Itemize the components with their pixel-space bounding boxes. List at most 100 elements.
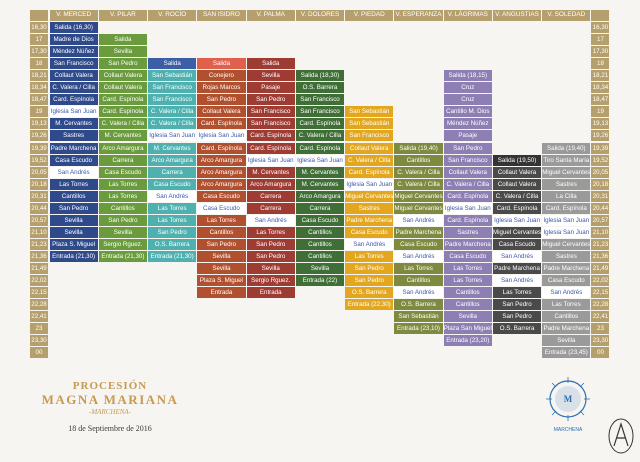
column-header: SAN ISIDRO [197,10,246,21]
time-label-left: 22,02 [30,275,48,287]
route-cell: Iglesia San Juan [492,214,542,226]
route-cell: Las Torres [197,214,246,226]
route-cell: Iglesia San Juan [295,154,345,166]
route-cell: San Pedro [197,238,246,250]
route-cell: Plaza S. Miguel [49,238,98,250]
route-cell: San Sebastián [394,311,443,323]
route-cell: Carrera [295,202,345,214]
route-cell: Entrada [246,287,295,299]
time-label-right: 20,44 [591,202,610,214]
time-label-right: 18,21 [591,70,610,82]
route-cell: Entrada (23,10) [394,323,443,335]
time-label-left: 20,57 [30,214,48,226]
time-label-right: 17,30 [591,46,610,58]
route-cell: San Francisco [345,130,394,142]
route-cell: Sevilla [98,226,148,238]
time-label-right: 18,47 [591,94,610,106]
time-label-left: 19,52 [30,154,48,166]
time-label-right: 20,57 [591,214,610,226]
time-label-right: 23 [591,323,610,335]
emblem-logo: M MARCHENA [540,375,596,437]
time-label-left: 18,47 [30,94,48,106]
route-cell: O.S. Barrera [345,287,394,299]
column-header: V. ROCÍO [148,10,197,21]
route-cell: C. Valera / Cilla [148,118,197,130]
time-label-left: 21,10 [30,226,48,238]
time-label-left: 21,23 [30,238,48,250]
route-cell: San Pedro [98,214,148,226]
route-cell: Card. Espínola [443,214,492,226]
route-cell: Casa Escudo [443,250,492,262]
route-cell: Sastres [49,130,98,142]
route-cell: Entrada (21,30) [148,250,197,262]
route-cell: Arco Amargura [295,190,345,202]
time-label-left: 21,49 [30,263,48,275]
time-label-left: 22,41 [30,311,48,323]
time-label-left: 20,18 [30,178,48,190]
route-cell: Salida [246,58,295,70]
route-cell: Cantillos [49,190,98,202]
route-cell: San Francisco [148,82,197,94]
column-header: V. LÁGRIMAS [443,10,492,21]
title-line-2: MAGNA MARIANA [41,392,179,407]
route-cell: Las Torres [98,178,148,190]
route-cell: Sevilla [295,263,345,275]
route-cell: San Pedro [443,142,492,154]
time-label-right: 19,13 [591,118,610,130]
route-cell: Sergio Rguez. [98,238,148,250]
time-label-right: 22,15 [591,287,610,299]
time-label-right: 21,23 [591,238,610,250]
route-cell: Entrada (23,20) [443,335,492,347]
time-label-left: 17,30 [30,46,48,58]
route-cell: Las Torres [148,214,197,226]
time-label-right: 18,34 [591,82,610,94]
time-label-left: 23,30 [30,335,48,347]
time-label-left: 19 [30,106,48,118]
route-cell: Las Torres [443,275,492,287]
column-header: V. PALMA [246,10,295,21]
route-cell: Sastres [542,250,591,262]
route-cell: Madre de Dios [49,34,98,46]
route-cell: Plaza San Miguel [443,323,492,335]
route-cell: Carrera [148,166,197,178]
route-cell: Cantillos [394,154,443,166]
route-cell: Sevilla [49,226,98,238]
route-cell: Sastres [542,178,591,190]
route-cell: Salida [148,58,197,70]
route-cell: C. Valera / Cilla [394,166,443,178]
route-cell: Salida (18,30) [295,70,345,82]
route-cell: C. Valera / Cilla [443,178,492,190]
route-cell: Padre Marchena [492,263,542,275]
time-label-right: 21,49 [591,263,610,275]
route-cell: Iglesia San Juan [345,178,394,190]
signature-mark-icon [606,416,636,456]
route-cell: Arco Amargura [197,154,246,166]
route-cell: San Andrés [49,166,98,178]
route-cell: M. Cervantes [295,178,345,190]
route-cell: Miguel Cervantes [492,226,542,238]
route-cell: Card. Espínola [443,190,492,202]
route-cell: Padre Marchena [542,323,591,335]
route-cell: San Andrés [492,275,542,287]
route-cell: O.S. Barrera [394,299,443,311]
route-cell: San Francisco [246,118,295,130]
route-cell: Card. Espínola [246,142,295,154]
route-cell: San Andrés [394,250,443,262]
route-cell: C. Valera / Cilla [98,118,148,130]
route-cell: Miguel Cervantes [542,166,591,178]
route-cell: Card. Espínola [98,94,148,106]
time-label-left: 20,44 [30,202,48,214]
route-cell: Cantillos [197,226,246,238]
route-cell: Collaut Valera [49,70,98,82]
route-cell: Las Torres [148,202,197,214]
time-label-right: 20,31 [591,190,610,202]
route-cell: Las Torres [394,263,443,275]
route-cell: Card. Espínola [49,94,98,106]
route-cell: Las Torres [345,250,394,262]
route-cell: Iglesia San Juan [542,214,591,226]
route-cell: C. Valera / Cilla [492,190,542,202]
route-cell: San Francisco [443,154,492,166]
route-cell: Entrada (21,30) [98,250,148,262]
route-cell: Card. Espínola [295,142,345,154]
time-label-right: 19,26 [591,130,610,142]
